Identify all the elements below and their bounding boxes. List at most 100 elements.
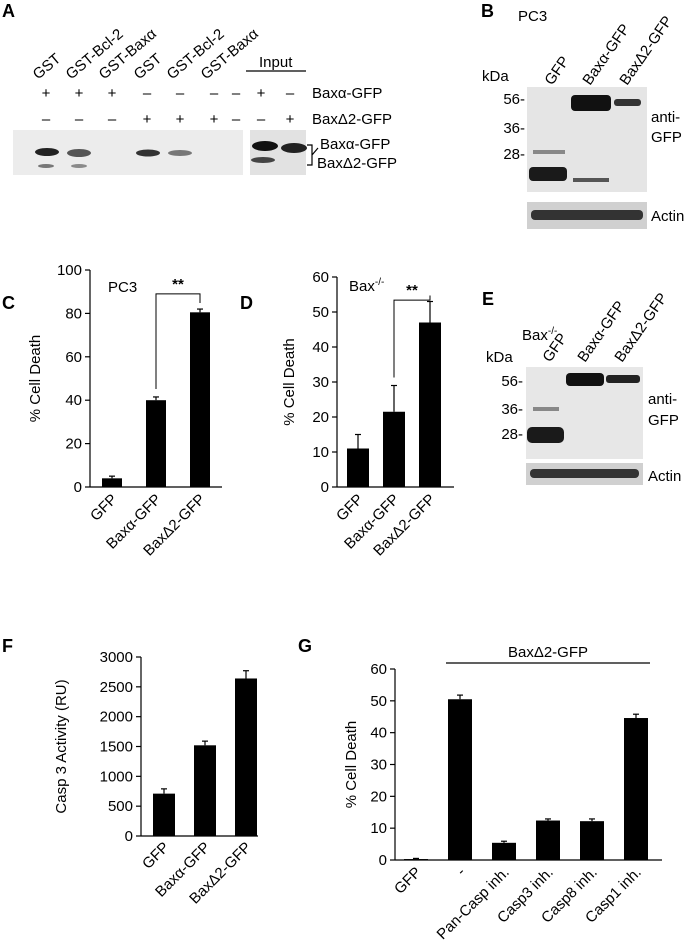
- band: [533, 407, 559, 411]
- band: [252, 141, 278, 151]
- y-tick-label: 50: [312, 304, 329, 321]
- significance-bracket: [155, 293, 201, 389]
- y-tick-label: 40: [312, 339, 329, 356]
- y-tick-label: 0: [74, 479, 82, 496]
- y-tick-label: 60: [312, 269, 329, 286]
- bar: [419, 322, 441, 487]
- cell-line-text: Bax: [522, 327, 548, 344]
- band: [571, 95, 611, 111]
- panel-e-markers: 56- 36- 28-: [501, 373, 523, 443]
- y-tick-label: 40: [370, 725, 387, 742]
- panel-e-letter: E: [482, 289, 494, 309]
- sign: –: [143, 85, 152, 102]
- sign: +: [210, 111, 219, 128]
- y-tick-label: 60: [370, 661, 387, 678]
- bar: [102, 478, 122, 487]
- y-tick-label: 40: [65, 392, 82, 409]
- y-tick-label: 30: [312, 374, 329, 391]
- inset-text: Bax: [349, 278, 375, 295]
- sign: +: [257, 85, 266, 102]
- band: [281, 143, 307, 153]
- inset-label: Bax-/-: [349, 277, 384, 295]
- sign: +: [143, 111, 152, 128]
- y-tick-label: 2500: [100, 679, 133, 696]
- bar: [624, 718, 648, 860]
- sign: +: [75, 85, 84, 102]
- cell-line-sup: -/-: [548, 326, 557, 337]
- sign: –: [75, 111, 84, 128]
- panel-letter: F: [2, 636, 13, 656]
- mw-marker: 56-: [501, 373, 523, 390]
- sign: +: [286, 111, 295, 128]
- panel-a-letter: A: [2, 1, 15, 21]
- panel-b-letter: B: [481, 1, 494, 21]
- y-tick-label: 50: [370, 693, 387, 710]
- antibody-line1: anti-: [648, 391, 677, 408]
- panel-letter: D: [240, 293, 253, 313]
- bar: [383, 411, 405, 487]
- sign: –: [210, 85, 219, 102]
- y-tick-label: 10: [370, 820, 387, 837]
- chart-g: G 0 10 20 30 40 50 60 % Cell Death GFP -Pan-Casp i…: [298, 636, 662, 943]
- lane-label: BaxΔ2-GFP: [611, 290, 671, 365]
- y-tick-label: 30: [370, 757, 387, 774]
- panel-a: A GSTGST-Bcl-2GST-BaxαGSTGST-Bcl-2GST-Ba…: [2, 1, 397, 175]
- mw-marker: 28-: [503, 146, 525, 163]
- bar: [146, 400, 166, 487]
- x-tick-label: GFP: [391, 864, 425, 898]
- band: [67, 149, 91, 157]
- band1-label: Baxα-GFP: [320, 136, 390, 153]
- band: [71, 164, 87, 168]
- antibody-line1: anti-: [651, 109, 680, 126]
- x-tick-label: GFP: [87, 491, 121, 525]
- y-tick-label: 0: [125, 828, 133, 845]
- antibody-line2: GFP: [651, 129, 682, 146]
- lane-label: BaxΔ2-GFP: [616, 13, 676, 88]
- sign: +: [42, 85, 51, 102]
- y-axis-label: % Cell Death: [281, 338, 298, 426]
- chart-f: F 0 500 1000 1500 2000 2500 3000 Casp 3 Activity…: [2, 636, 258, 907]
- band: [35, 148, 59, 156]
- panel-letter: C: [2, 293, 15, 313]
- bracket: [307, 144, 319, 166]
- sign: +: [108, 85, 117, 102]
- kda-label: kDa: [486, 349, 513, 366]
- inset-label: PC3: [108, 279, 137, 296]
- x-tick-label: GFP: [139, 839, 173, 873]
- band: [573, 178, 609, 182]
- kda-label: kDa: [482, 68, 509, 85]
- y-tick-label: 100: [57, 262, 82, 279]
- band: [531, 210, 643, 220]
- band: [251, 157, 275, 163]
- bar: [580, 821, 604, 860]
- bar: [347, 448, 369, 487]
- significance-label: **: [406, 282, 418, 299]
- sign: –: [232, 85, 241, 102]
- y-tick-label: 3000: [100, 649, 133, 666]
- band: [606, 375, 640, 383]
- y-tick-label: 20: [312, 409, 329, 426]
- band2-label: BaxΔ2-GFP: [317, 155, 397, 172]
- inset-sup: -/-: [375, 277, 384, 288]
- band: [566, 373, 604, 386]
- bar: [235, 678, 257, 836]
- bar: [404, 859, 428, 860]
- sign: +: [176, 111, 185, 128]
- band: [614, 99, 641, 106]
- lane-label: GFP: [541, 53, 573, 88]
- row2-label: BaxΔ2-GFP: [312, 111, 392, 128]
- y-tick-label: 10: [312, 444, 329, 461]
- band: [527, 427, 564, 443]
- y-axis-label: % Cell Death: [343, 721, 360, 809]
- y-tick-label: 60: [65, 349, 82, 366]
- sign: –: [108, 111, 117, 128]
- x-tick-label: Pan-Casp inh.: [434, 864, 513, 943]
- mw-marker: 28-: [501, 426, 523, 443]
- sign: –: [286, 85, 295, 102]
